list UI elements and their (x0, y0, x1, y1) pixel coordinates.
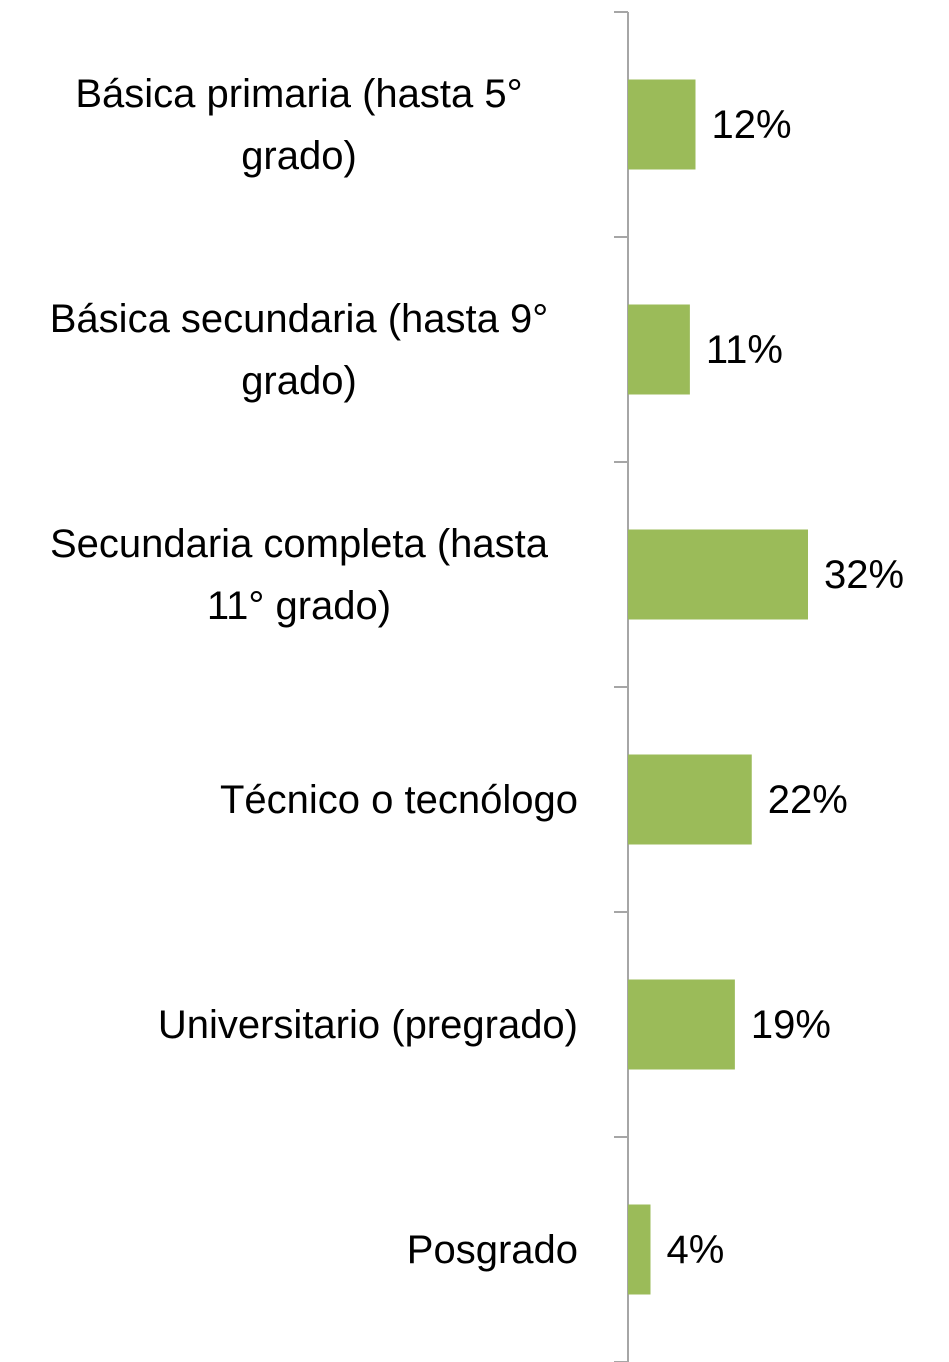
bar (628, 979, 735, 1070)
bar (628, 79, 696, 170)
value-label: 12% (712, 100, 792, 150)
value-label-text: 22% (767, 777, 848, 822)
category-label: Secundaria completa (hasta 11° grado) (20, 505, 578, 645)
bar (628, 1204, 651, 1295)
category-label-text: Secundaria completa (hasta 11° grado) (49, 521, 549, 628)
value-label: 4% (667, 1225, 725, 1275)
value-label-text: 11% (705, 327, 783, 372)
category-label: Posgrado (20, 1180, 578, 1320)
category-label: Básica primaria (hasta 5° grado) (20, 55, 578, 195)
category-label-text: Posgrado (406, 1227, 578, 1272)
bar (628, 754, 752, 845)
value-label-text: 19% (750, 1002, 831, 1047)
category-label-text: Universitario (pregrado) (157, 1002, 578, 1047)
bar (628, 304, 690, 395)
value-label: 19% (751, 1000, 831, 1050)
category-label-text: Básica primaria (hasta 5° grado) (75, 71, 523, 178)
category-label-text: Técnico o tecnólogo (219, 777, 578, 822)
category-label: Básica secundaria (hasta 9° grado) (20, 280, 578, 420)
value-label-text: 12% (711, 102, 792, 147)
category-label: Universitario (pregrado) (20, 955, 578, 1095)
value-label: 22% (768, 775, 848, 825)
category-label: Técnico o tecnólogo (20, 730, 578, 870)
bar (628, 529, 808, 620)
value-label-text: 32% (824, 552, 905, 597)
value-label-text: 4% (666, 1227, 725, 1272)
value-label: 11% (706, 325, 783, 375)
category-label-text: Básica secundaria (hasta 9° grado) (49, 296, 549, 403)
value-label: 32% (824, 550, 904, 600)
